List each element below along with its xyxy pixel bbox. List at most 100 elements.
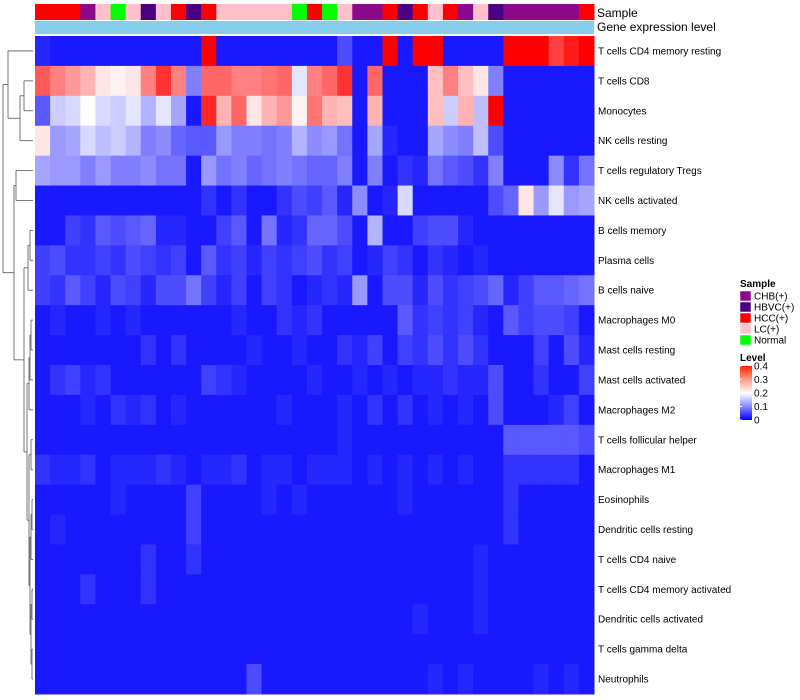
heatmap-cell [155,484,172,516]
heatmap-cell [110,514,127,545]
heatmap-cell [382,514,399,545]
heatmap-cell [110,215,127,246]
heatmap-cell [548,65,565,97]
heatmap-cell [306,305,323,336]
heatmap-cell [50,185,66,216]
heatmap-cell [186,215,202,246]
heatmap-cell [488,604,504,635]
heatmap-cell [140,95,157,127]
heatmap-cell [518,65,535,97]
heatmap-cell [412,424,429,456]
heatmap-cell [95,664,112,695]
row-label: T cells CD8 [598,76,650,87]
heatmap-cell [397,634,414,665]
heatmap-cell [186,95,202,127]
heatmap-cell [291,604,308,635]
sample-annotation-cell [458,4,474,20]
heatmap-cell [322,36,338,67]
heatmap-cell [427,36,444,67]
heatmap-cell [170,574,187,605]
heatmap-cell [397,305,414,336]
heatmap-cell [276,95,293,127]
heatmap-cell [276,155,293,187]
sample-annotation-cell [548,4,565,20]
heatmap-cell [442,305,459,336]
heatmap-cell [458,275,474,306]
heatmap-cell [125,305,142,336]
row-label: Macrophages M1 [598,465,676,476]
heatmap-cell [397,335,414,366]
heatmap-cell [261,634,278,665]
heatmap-cell [488,95,504,127]
heatmap-cell [412,185,429,216]
heatmap-cell [306,664,323,695]
heatmap-cell [65,484,81,516]
heatmap-cell [231,394,248,426]
heatmap-cell [186,335,202,366]
sample-legend-label: HBVC(+) [754,303,794,314]
heatmap-cell [533,65,550,97]
heatmap-cell [186,664,202,695]
heatmap-cell [367,454,383,486]
heatmap-cell [35,604,51,635]
heatmap-cell [352,484,368,516]
level-legend-label: 0.3 [754,375,768,386]
heatmap-cell [186,125,202,157]
heatmap-cell [65,95,81,127]
heatmap-cell [563,305,580,336]
heatmap-cell [261,604,278,635]
sample-legend-label: CHB(+) [754,292,788,303]
heatmap-cell [367,65,383,97]
heatmap-cell [125,604,142,635]
heatmap-cell [533,574,550,605]
heatmap-cell [548,664,565,695]
heatmap-cell [427,604,444,635]
heatmap-cell [216,335,232,366]
heatmap-cell [291,365,308,396]
heatmap-cell [503,514,519,545]
heatmap-cell [458,365,474,396]
heatmap-cell [458,634,474,665]
heatmap-cell [261,454,278,486]
heatmap-cell [110,544,127,575]
heatmap-cell [473,544,489,575]
heatmap-cell [352,215,368,246]
heatmap-cell [352,604,368,635]
heatmap-cell [216,305,232,336]
heatmap-cell [533,544,550,575]
heatmap-cell [186,424,202,456]
heatmap-cell [170,65,187,97]
heatmap-cell [140,215,157,246]
heatmap-cell [276,65,293,97]
heatmap-cell [186,634,202,665]
heatmap-cell [458,544,474,575]
heatmap-cell [186,394,202,426]
heatmap-cell [458,394,474,426]
heatmap-cell [291,125,308,157]
level-legend-label: 0.2 [754,389,768,400]
heatmap-cell [518,544,535,575]
heatmap-cell [291,185,308,216]
sample-annotation-cell [337,4,353,20]
heatmap-cell [427,215,444,246]
heatmap-cell [397,125,414,157]
heatmap-cell [382,95,399,127]
heatmap-cell [548,245,565,276]
heatmap-cell [382,424,399,456]
heatmap-cell [155,514,172,545]
heatmap-cell [412,664,429,695]
heatmap-cell [35,155,51,187]
heatmap-cell [291,155,308,187]
sample-annotation-cell [533,4,550,20]
heatmap-cell [231,604,248,635]
heatmap-cell [397,544,414,575]
heatmap-cell [95,394,112,426]
heatmap-cell [306,245,323,276]
heatmap-cell [186,544,202,575]
heatmap-cell [216,365,232,396]
heatmap-cell [80,305,96,336]
heatmap-cell [427,95,444,127]
row-label: T cells follicular helper [598,435,697,446]
heatmap-cell [291,95,308,127]
row-label: Plasma cells [598,256,654,267]
